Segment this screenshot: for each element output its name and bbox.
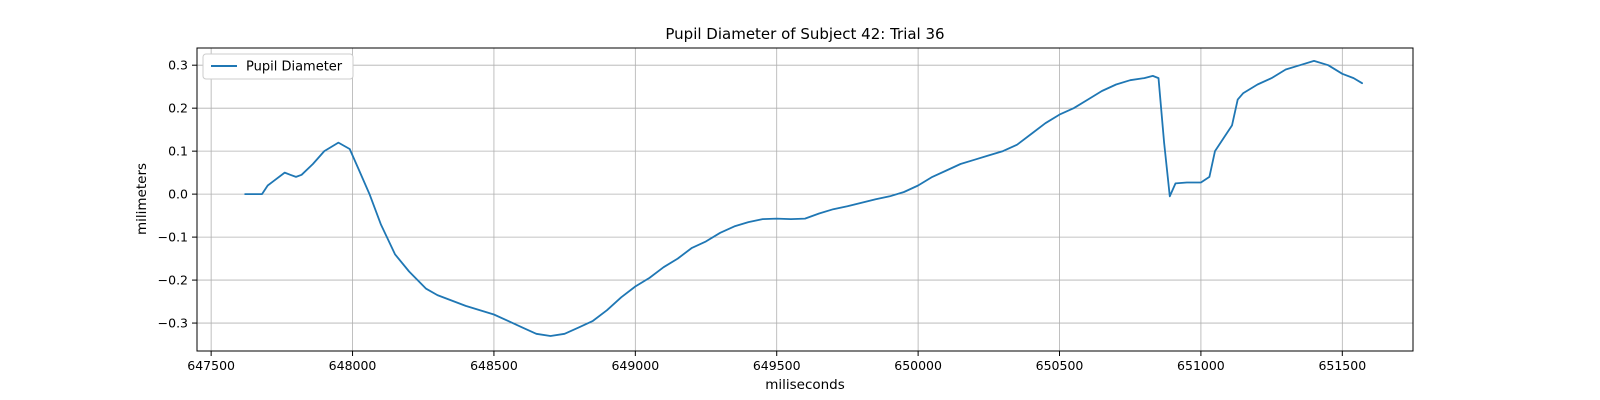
y-tick-label: 0.1: [168, 144, 188, 159]
x-tick-label: 647500: [187, 358, 235, 373]
y-tick-label: 0.0: [168, 187, 188, 202]
series-line-pupil-diameter: [244, 60, 1363, 337]
x-tick-label: 649500: [753, 358, 801, 373]
grid: [197, 48, 1413, 351]
x-tick-label: 651500: [1318, 358, 1366, 373]
x-tick-label: 648000: [329, 358, 377, 373]
series-layer: [244, 60, 1363, 337]
y-tick-label: −0.2: [158, 273, 188, 288]
x-tick-label: 649000: [611, 358, 659, 373]
y-tick-label: −0.3: [158, 316, 188, 331]
plot-frame: [196, 47, 1414, 352]
x-axis-label: miliseconds: [765, 377, 845, 393]
x-tick-label: 651000: [1177, 358, 1225, 373]
y-tick-label: 0.3: [168, 58, 188, 73]
y-axis-label: milimeters: [134, 163, 150, 235]
y-tick-label: 0.2: [168, 101, 188, 116]
legend-box: [202, 53, 354, 80]
x-tick-label: 650000: [894, 358, 942, 373]
x-tick-label: 650500: [1036, 358, 1084, 373]
legend: Pupil Diameter: [202, 53, 354, 80]
legend-label-pupil-diameter: Pupil Diameter: [246, 60, 343, 75]
y-tick-label: −0.1: [158, 230, 188, 245]
x-tick-label: 648500: [470, 358, 518, 373]
ticks: 647500 648000 648500 649000 649500 650000 6505…: [158, 58, 1367, 373]
chart-title: Pupil Diameter of Subject 42: Trial 36: [665, 25, 944, 43]
plot-background: [197, 48, 1413, 351]
